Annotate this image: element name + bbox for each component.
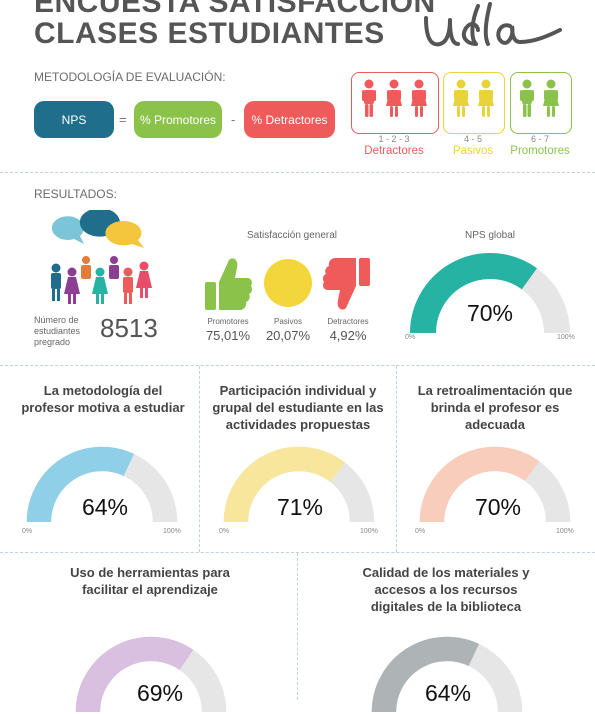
promoters-label: Promotores [207,317,249,326]
gauge-fill [410,253,538,333]
page-title-line2: CLASES ESTUDIANTES [34,17,385,50]
card-5-gauge [371,636,523,713]
satisfaction-title: Satisfacción general [246,230,338,241]
gauge-fill [223,446,346,523]
card-1-tick-max: 100% [163,528,181,535]
detractors-box [351,72,439,134]
students-label: Número de estudiantes pregrado [34,315,81,347]
nps-global-gauge [410,253,570,333]
card-5-title: Calidad de los materiales y accesos a lo… [362,565,530,614]
methodology-label: METODOLOGÍA DE EVALUACIÓN: [34,70,226,84]
card-2-gauge [223,446,375,523]
passives-scale-label: Pasivos [452,145,494,157]
gauge-fill [371,636,480,713]
passives-value: 20,07% [265,328,311,343]
card-3-tick-min: 0% [415,528,426,535]
card-4-gauge [75,636,227,713]
promoters-pill: % Promotores [134,101,222,138]
detractors-label: Detractores [327,317,369,326]
passives-box [443,72,505,134]
card-1-value: 64% [81,494,129,520]
card-1-title: La metodología del profesor motiva a est… [21,383,185,415]
divider-1 [0,172,595,173]
nps-global-value: 70% [466,300,514,326]
card-divider-2 [396,366,397,552]
students-count: 8513 [100,313,158,343]
card-divider-3 [297,553,298,700]
promoters-scale-label: Promotores [510,145,570,157]
card-5-value: 64% [424,680,472,706]
gauge-fill [419,446,540,523]
card-2-tick-max: 100% [360,528,378,535]
promoters-value: 75,01% [205,328,251,343]
passives-label: Pasivos [273,317,302,326]
detractors-value: 4,92% [329,328,367,343]
gauge-fill [75,636,194,713]
card-3-gauge [419,446,571,523]
udla-logo [420,0,565,60]
promoters-box [510,72,572,134]
results-label: RESULTADOS: [34,187,117,201]
gauge-fill [26,446,135,523]
nps-tick-max: 100% [557,334,575,341]
card-2-title: Participación individual y grupal del es… [212,383,384,432]
divider-3 [0,552,595,553]
thumbs-down-icon [322,258,370,310]
card-1-gauge [26,446,178,523]
nps-tick-min: 0% [405,334,416,341]
neutral-circle-icon [264,259,312,307]
nps-global-title: NPS global [464,230,516,241]
card-divider-1 [199,366,200,552]
card-3-tick-max: 100% [556,528,574,535]
card-4-value: 69% [136,680,184,706]
page-title-line1: ENCUESTA SATISFACCIÓN [34,0,436,19]
equals-sign: = [119,112,127,127]
scale-person-icons [362,79,559,117]
detractors-scale-label: Detractores [364,145,424,157]
card-2-value: 71% [276,494,324,520]
card-3-title: La retroalimentación que brinda el profe… [417,383,573,432]
minus-sign: - [231,112,236,127]
card-1-tick-min: 0% [22,528,33,535]
detractors-pill: % Detractores [244,101,335,138]
card-3-value: 70% [474,494,522,520]
promoters-scale-numbers: 6 - 7 [530,134,549,144]
detractors-scale-numbers: 1 - 2 - 3 [378,134,410,144]
thumbs-up-icon [205,258,253,310]
card-2-tick-min: 0% [219,528,230,535]
nps-pill: NPS [34,101,114,138]
card-4-title: Uso de herramientas para facilitar el ap… [70,565,230,597]
divider-2 [0,365,595,366]
passives-scale-numbers: 4 - 5 [463,134,482,144]
students-crowd-illustration [51,210,152,304]
